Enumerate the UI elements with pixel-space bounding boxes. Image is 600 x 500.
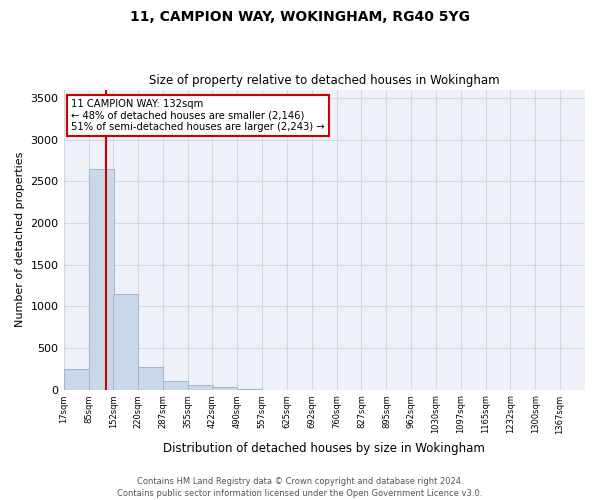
Text: 11 CAMPION WAY: 132sqm
← 48% of detached houses are smaller (2,146)
51% of semi-: 11 CAMPION WAY: 132sqm ← 48% of detached… xyxy=(71,98,325,132)
X-axis label: Distribution of detached houses by size in Wokingham: Distribution of detached houses by size … xyxy=(163,442,485,455)
Bar xyxy=(64,368,89,390)
Text: Contains HM Land Registry data © Crown copyright and database right 2024.
Contai: Contains HM Land Registry data © Crown c… xyxy=(118,476,482,498)
Title: Size of property relative to detached houses in Wokingham: Size of property relative to detached ho… xyxy=(149,74,500,87)
Bar xyxy=(188,386,213,390)
Bar xyxy=(113,294,138,390)
Text: 11, CAMPION WAY, WOKINGHAM, RG40 5YG: 11, CAMPION WAY, WOKINGHAM, RG40 5YG xyxy=(130,10,470,24)
Bar xyxy=(163,381,188,390)
Bar xyxy=(89,168,113,390)
Y-axis label: Number of detached properties: Number of detached properties xyxy=(15,152,25,327)
Bar xyxy=(138,367,163,390)
Bar xyxy=(212,388,238,390)
